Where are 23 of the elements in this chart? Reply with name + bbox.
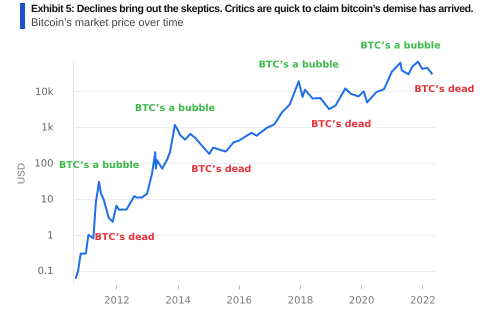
x-tick-label: 2020: [348, 296, 374, 306]
annotation: BTC’s a bubble: [360, 40, 441, 52]
y-tick-label: 1k: [41, 122, 54, 134]
annotation: BTC’s dead: [414, 84, 474, 96]
x-tick-label: 2022: [410, 296, 436, 306]
y-tick-label: 0.1: [38, 266, 54, 278]
y-axis-title: USD: [16, 162, 28, 184]
y-tick-label: 1: [47, 230, 54, 242]
chart-subtitle: Bitcoin’s market price over time: [31, 17, 185, 29]
x-tick-label: 2014: [165, 296, 191, 306]
y-tick-label: 10k: [34, 86, 54, 98]
annotation: BTC’s a bubble: [258, 59, 339, 70]
x-tick-label: 2012: [104, 296, 130, 306]
x-tick-label: 2016: [226, 296, 252, 306]
y-tick-label: 10: [40, 194, 54, 206]
annotation: BTC’s dead: [191, 164, 252, 175]
chart-title: Exhibit 5: Declines bring out the skeptics. Critics are quick to claim bitcoin’s demise has arrived.: [31, 3, 474, 15]
annotation: BTC’s a bubble: [58, 160, 140, 171]
annotation: BTC’s a bubble: [134, 103, 216, 114]
y-tick-label: 100: [34, 158, 54, 170]
x-tick-label: 2018: [288, 296, 314, 306]
annotation: BTC’s dead: [94, 232, 155, 243]
annotation: BTC’s dead: [311, 119, 372, 130]
